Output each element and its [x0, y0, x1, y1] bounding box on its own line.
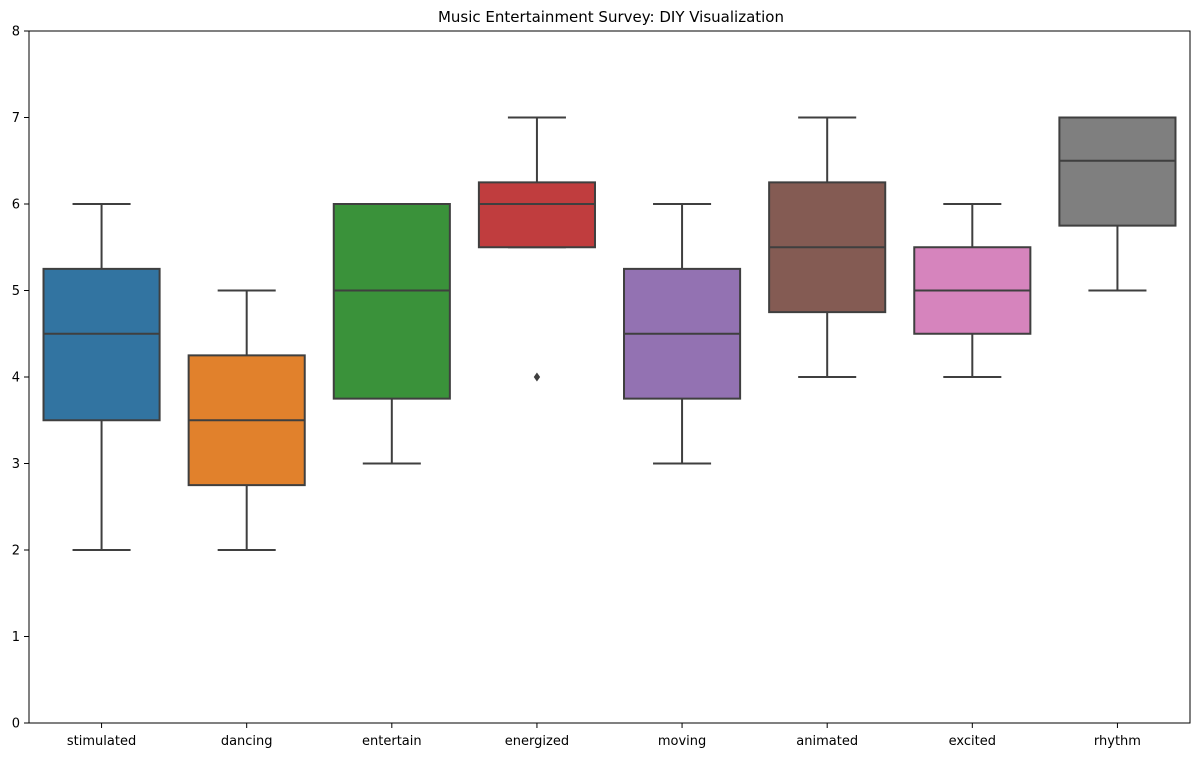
y-tick-label: 5 — [12, 284, 20, 299]
x-tick-label: moving — [658, 734, 706, 749]
x-tick-label: stimulated — [67, 734, 136, 749]
x-tick-label: animated — [796, 734, 858, 749]
y-tick-label: 8 — [12, 25, 20, 40]
chart-title: Music Entertainment Survey: DIY Visualiz… — [438, 8, 784, 26]
box-iqr — [1058, 116, 1177, 227]
box-moving — [623, 203, 742, 465]
box-iqr — [42, 267, 161, 422]
y-tick-label: 0 — [12, 717, 20, 732]
y-tick-label: 4 — [12, 371, 20, 386]
y-tick-label: 1 — [12, 630, 20, 645]
box-animated — [768, 116, 887, 378]
plot-area — [42, 116, 1177, 551]
box-iqr — [477, 181, 596, 249]
y-tick-label: 3 — [12, 457, 20, 472]
y-axis: 0 1 2 3 4 5 6 7 8 — [12, 25, 29, 732]
x-tick-label: excited — [949, 734, 996, 749]
y-tick-label: 7 — [12, 111, 20, 126]
y-tick-label: 2 — [12, 544, 20, 559]
y-tick-label: 6 — [12, 198, 20, 213]
x-tick-label: dancing — [221, 734, 273, 749]
box-entertain — [332, 203, 451, 465]
box-stimulated — [42, 203, 161, 551]
box-rhythm — [1058, 116, 1177, 292]
x-tick-label: entertain — [362, 734, 422, 749]
x-tick-label: rhythm — [1094, 734, 1141, 749]
box-iqr — [332, 203, 451, 400]
box-excited — [913, 203, 1032, 378]
box-dancing — [187, 289, 306, 551]
x-axis: stimulated dancing entertain energized movin… — [67, 723, 1141, 749]
x-tick-label: energized — [505, 734, 569, 749]
outlier-point — [533, 372, 541, 382]
box-energized — [477, 116, 596, 382]
